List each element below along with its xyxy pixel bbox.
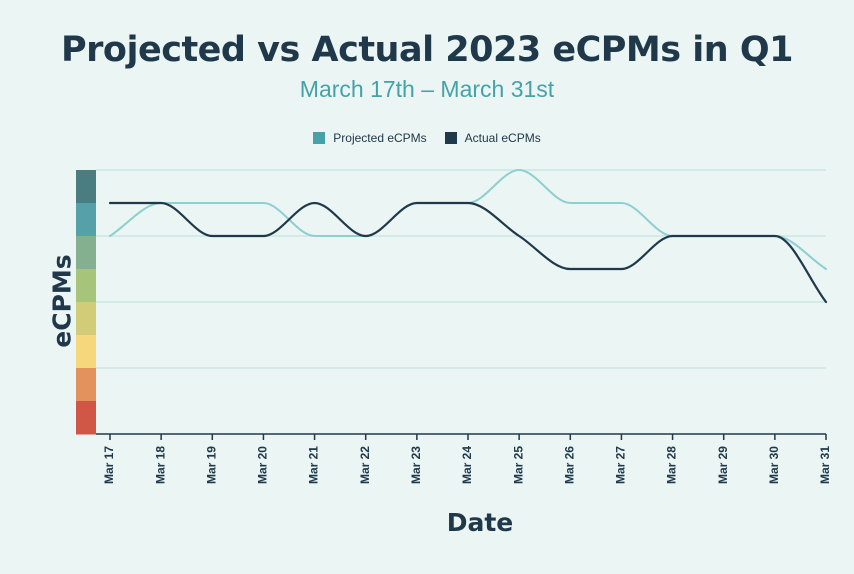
color-scale-band bbox=[76, 170, 96, 435]
scale-band-segment bbox=[76, 302, 96, 336]
legend-item-actual: Actual eCPMs bbox=[444, 131, 541, 145]
x-tick-label: Mar 24 bbox=[460, 446, 474, 484]
legend-label-projected: Projected eCPMs bbox=[333, 131, 427, 145]
scale-band-segment bbox=[76, 401, 96, 435]
scale-band-segment bbox=[76, 170, 96, 204]
series-line-projected bbox=[109, 169, 827, 270]
legend-swatch-actual bbox=[444, 132, 457, 144]
scale-band-segment bbox=[76, 335, 96, 369]
legend: Projected eCPMs Actual eCPMs bbox=[0, 131, 854, 145]
x-tick-label: Mar 29 bbox=[716, 446, 730, 484]
x-axis-label: Date bbox=[446, 508, 514, 537]
legend-item-projected: Projected eCPMs bbox=[313, 131, 427, 145]
scale-band-segment bbox=[76, 269, 96, 303]
chart-subtitle: March 17th – March 31st bbox=[299, 76, 555, 102]
legend-swatch-projected bbox=[313, 132, 326, 144]
scale-band-segment bbox=[76, 203, 96, 237]
x-tick-label: Mar 27 bbox=[614, 446, 628, 484]
x-tick-label: Mar 18 bbox=[153, 446, 167, 484]
gridlines bbox=[96, 169, 826, 369]
x-tick-label: Mar 28 bbox=[665, 446, 679, 484]
chart-title: Projected vs Actual 2023 eCPMs in Q1 bbox=[61, 30, 794, 70]
x-tick-labels: Mar 17 Mar 18 Mar 19 Mar 20 Mar 21 Mar 22 Mar … bbox=[102, 434, 832, 484]
x-tick-label: Mar 19 bbox=[204, 446, 218, 484]
x-tick-label: Mar 30 bbox=[767, 446, 781, 484]
scale-band-segment bbox=[76, 236, 96, 270]
x-tick-label: Mar 17 bbox=[102, 446, 116, 484]
series-lines bbox=[108, 169, 828, 304]
x-tick-label: Mar 22 bbox=[358, 446, 372, 484]
x-tick-label: Mar 23 bbox=[409, 446, 423, 484]
scale-band-segment bbox=[76, 368, 96, 402]
x-tick-label: Mar 20 bbox=[256, 446, 270, 484]
legend-label-actual: Actual eCPMs bbox=[464, 131, 541, 145]
x-tick-label: Mar 25 bbox=[511, 446, 525, 484]
series-line-actual bbox=[108, 201, 828, 304]
x-tick-label: Mar 26 bbox=[562, 446, 576, 484]
y-axis-label: eCPMs bbox=[47, 254, 77, 348]
x-tick-label: Mar 31 bbox=[818, 446, 832, 484]
x-tick-label: Mar 21 bbox=[307, 446, 321, 484]
